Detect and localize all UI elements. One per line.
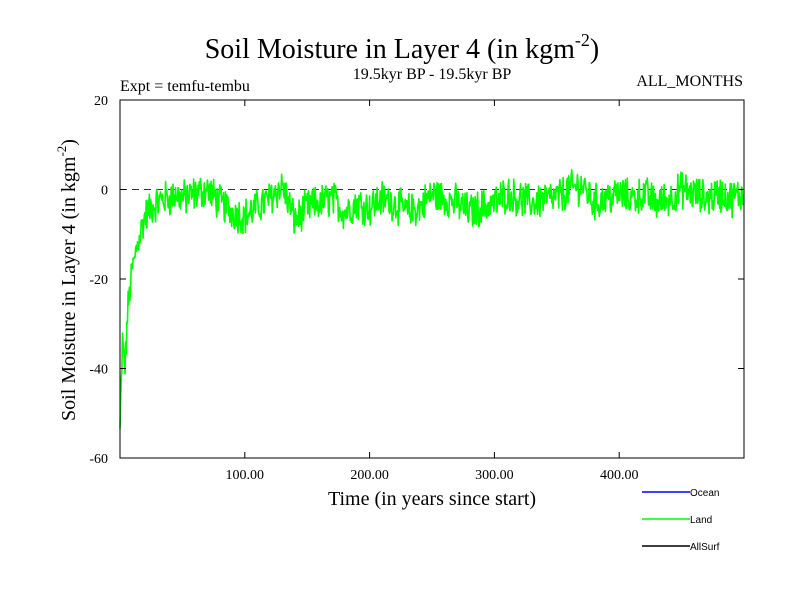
chart-title-text: Soil Moisture in Layer 4 (in kgm — [205, 34, 575, 65]
x-tick-label: 100.00 — [226, 468, 265, 483]
chart-title-superscript: -2 — [575, 30, 590, 50]
series-line-land — [119, 169, 745, 429]
subtitle-right: ALL_MONTHS — [636, 73, 743, 90]
legend-item-allsurf: AllSurf — [642, 542, 720, 553]
legend-label: Land — [690, 515, 712, 526]
plot-layer — [119, 169, 745, 429]
legend-label: Ocean — [690, 488, 719, 499]
legend-label: AllSurf — [690, 542, 720, 553]
legend-item-ocean: Ocean — [642, 488, 719, 499]
tick-layer: -60 -40 -20 0 20 100.00 200.00 300.00 400.00 — [89, 94, 744, 483]
y-axis-label: Soil Moisture in Layer 4 (in kgm-2) — [54, 139, 80, 421]
y-tick-label: -60 — [89, 452, 108, 467]
legend-item-land: Land — [642, 515, 712, 526]
x-tick-label: 200.00 — [350, 468, 389, 483]
y-tick-label: 20 — [94, 94, 108, 109]
x-axis-label: Time (in years since start) — [328, 488, 536, 510]
legend: Ocean Land AllSurf — [642, 488, 720, 553]
y-tick-label: 0 — [101, 184, 108, 199]
subtitle-center: 19.5kyr BP - 19.5kyr BP — [353, 66, 512, 83]
chart-title-close: ) — [590, 34, 599, 65]
subtitle-left: Expt = temfu-tembu — [120, 78, 250, 95]
x-tick-label: 400.00 — [600, 468, 639, 483]
y-tick-label: -20 — [89, 273, 108, 288]
plot-frame — [119, 99, 745, 459]
x-tick-label: 300.00 — [475, 468, 514, 483]
y-axis-label-close: ) — [58, 139, 80, 146]
y-tick-label: -40 — [89, 363, 108, 378]
y-axis-label-superscript: -2 — [54, 146, 69, 157]
y-axis-label-text: Soil Moisture in Layer 4 (in kgm — [58, 156, 80, 421]
chart-title: Soil Moisture in Layer 4 (in kgm-2) — [205, 30, 600, 65]
